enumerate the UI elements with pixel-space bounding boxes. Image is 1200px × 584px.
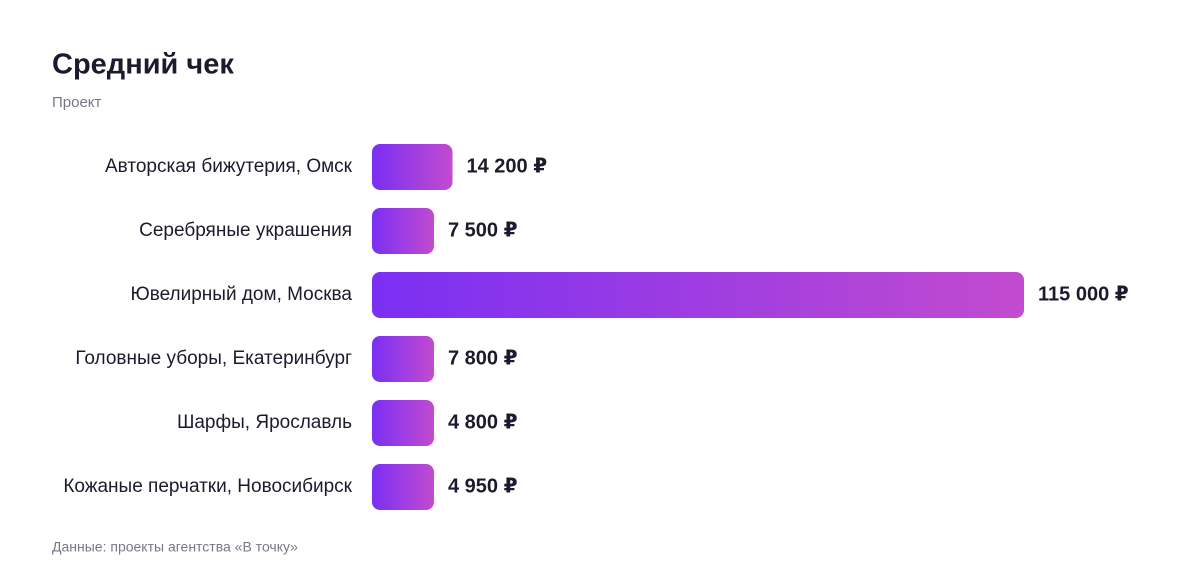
bar <box>372 272 1024 318</box>
chart-subtitle: Проект <box>52 94 102 111</box>
category-label: Шарфы, Ярославль <box>177 412 352 433</box>
bar <box>372 336 434 382</box>
bar <box>372 464 434 510</box>
chart-title: Средний чек <box>52 49 234 81</box>
source-note: Данные: проекты агентства «В точку» <box>52 539 298 555</box>
bar <box>372 144 453 190</box>
category-label: Серебряные украшения <box>139 220 352 241</box>
category-label: Кожаные перчатки, Новосибирск <box>63 476 352 497</box>
category-label: Авторская бижутерия, Омск <box>105 156 353 177</box>
bar <box>372 208 434 254</box>
value-label: 7 500 ₽ <box>448 219 518 241</box>
value-label: 115 000 ₽ <box>1038 283 1129 305</box>
value-label: 4 950 ₽ <box>448 475 518 497</box>
value-label: 7 800 ₽ <box>448 347 518 369</box>
category-label: Головные уборы, Екатеринбург <box>75 348 352 369</box>
category-label: Ювелирный дом, Москва <box>131 284 353 305</box>
value-label: 4 800 ₽ <box>448 411 518 433</box>
bar <box>372 400 434 446</box>
value-label: 14 200 ₽ <box>467 155 548 177</box>
